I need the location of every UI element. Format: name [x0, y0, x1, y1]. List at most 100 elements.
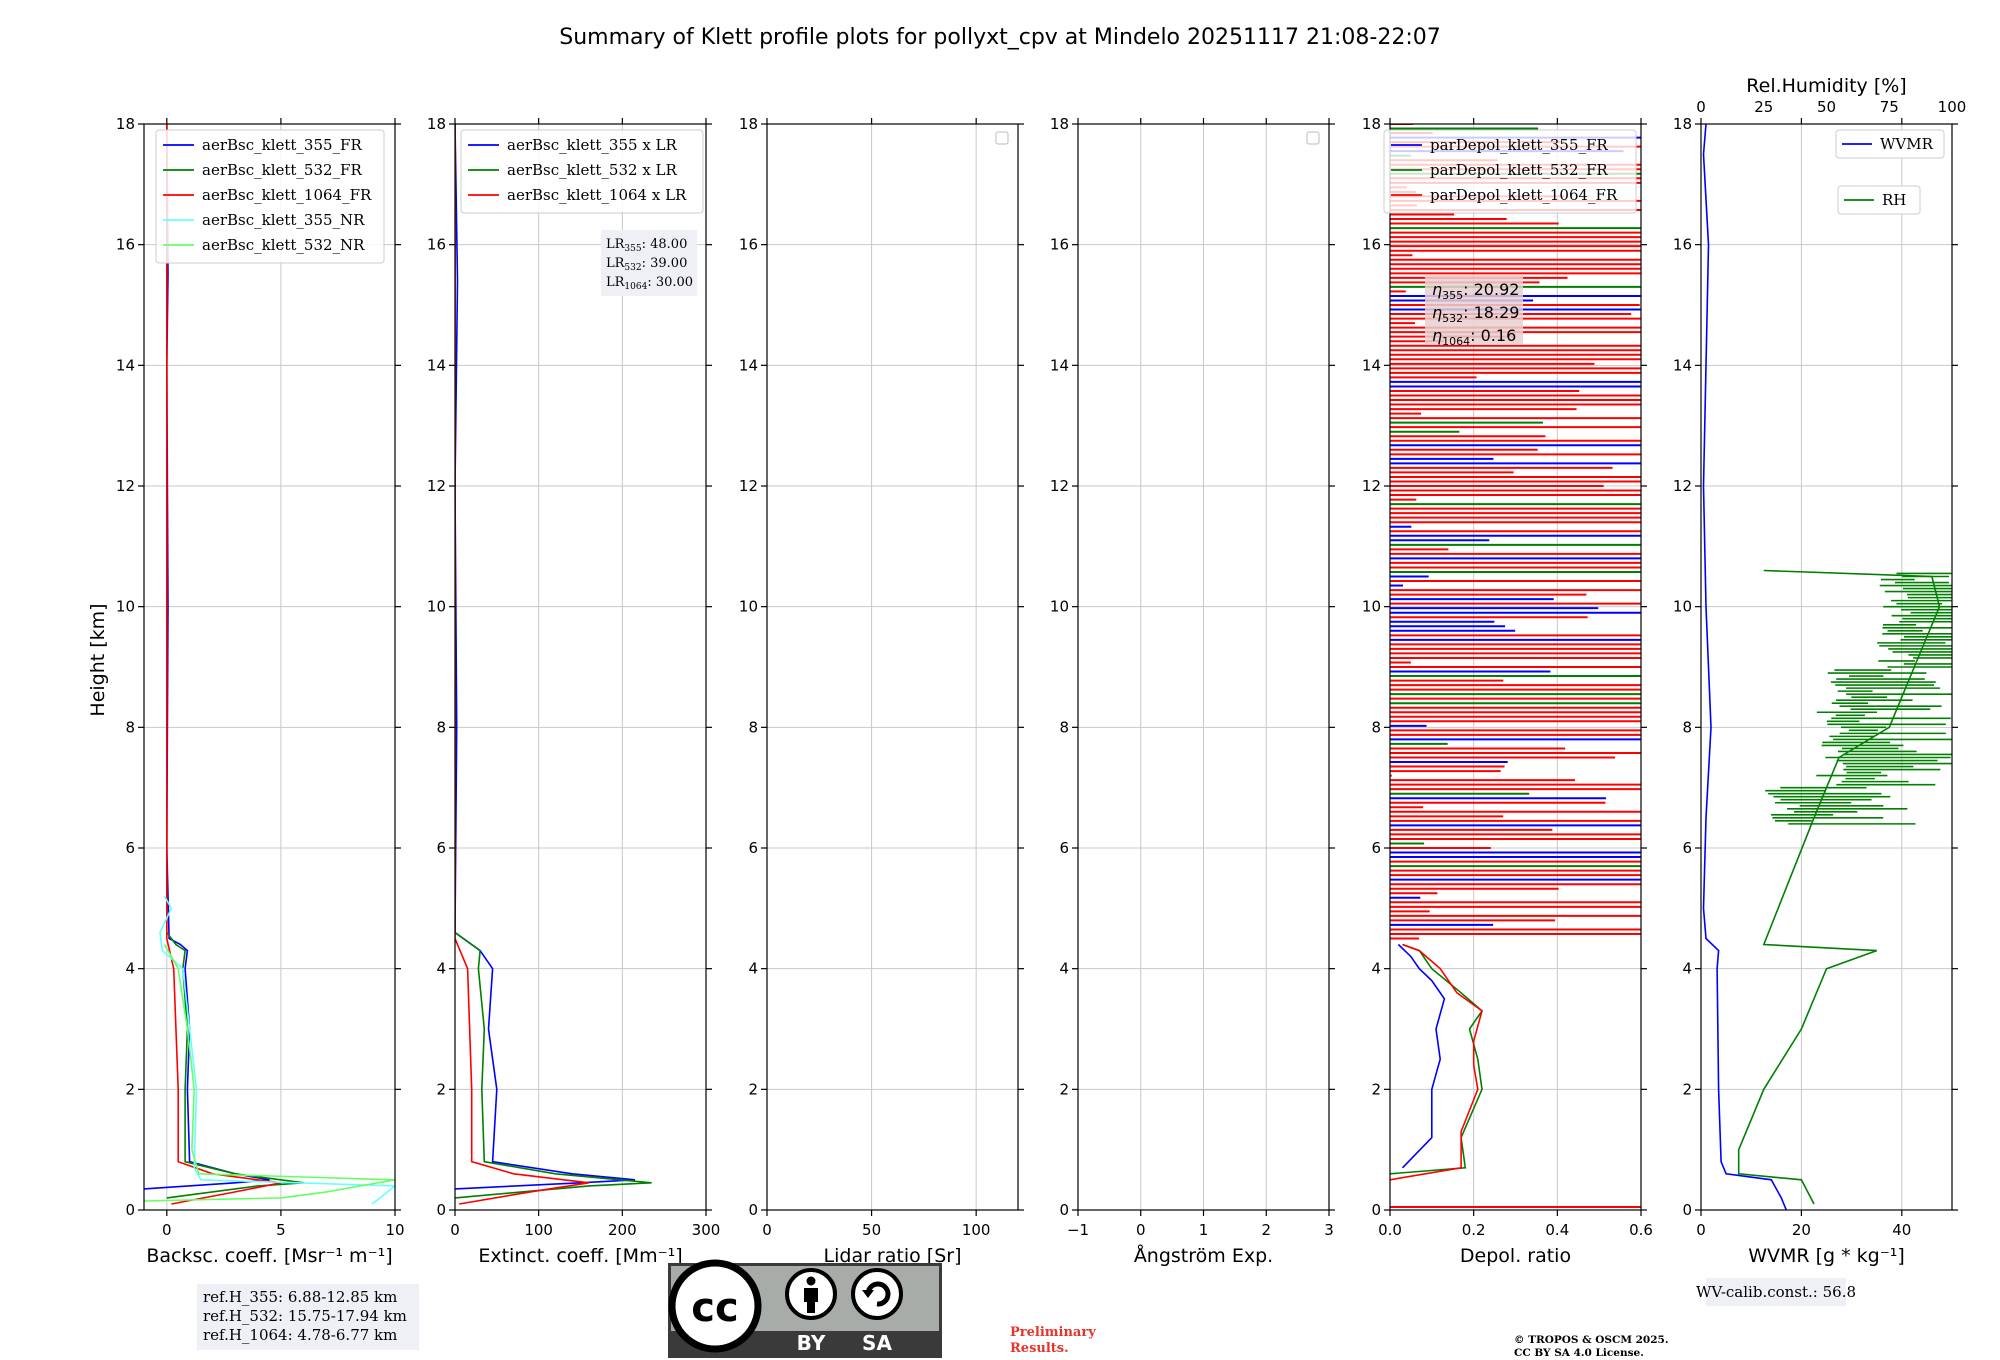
- top-tick-label: 0: [1696, 98, 1706, 116]
- x-axis-label: WVMR [g * kg⁻¹]: [1748, 1245, 1905, 1267]
- legend-label: aerBsc_klett_532 x LR: [507, 161, 678, 179]
- legend-label: RH: [1882, 191, 1906, 209]
- y-tick-label: 4: [748, 960, 758, 978]
- y-tick-label: 16: [116, 236, 135, 254]
- x-axis-label: Depol. ratio: [1460, 1245, 1571, 1267]
- ref-height-1064: ref.H_1064: 4.78-6.77 km: [203, 1326, 397, 1344]
- y-tick-label: 16: [427, 236, 446, 254]
- series-line-aerBsc_klett_532_NR: [144, 944, 395, 1202]
- y-tick-label: 4: [1682, 960, 1692, 978]
- empty-legend-box: [995, 131, 1009, 145]
- x-tick-label: 0.0: [1378, 1221, 1402, 1239]
- y-tick-label: 2: [436, 1080, 446, 1098]
- rh-noise-bars: [1765, 572, 1952, 825]
- series-line-WVMR: [1702, 124, 1788, 1210]
- y-tick-label: 8: [436, 718, 446, 736]
- y-tick-label: 6: [1059, 839, 1069, 857]
- panel-frame: [454, 123, 707, 1211]
- y-tick-label: 8: [748, 718, 758, 736]
- eta-value-532: η532: 18.29: [1432, 303, 1519, 325]
- x-tick-label: 50: [862, 1221, 881, 1239]
- legend-label: aerBsc_klett_532_FR: [202, 161, 362, 179]
- y-tick-label: 14: [116, 356, 135, 374]
- cc-license-badge[interactable]: cc BY SA: [668, 1259, 942, 1358]
- series-line-aerBsc_klett_1064_FR: [166, 124, 282, 1205]
- y-tick-label: 2: [748, 1080, 758, 1098]
- wv-calib-text: WV-calib.const.: 56.8: [1696, 1283, 1856, 1301]
- y-tick-label: 4: [1059, 960, 1069, 978]
- cc-by-text: BY: [797, 1331, 826, 1355]
- y-tick-label: 12: [116, 477, 135, 495]
- y-tick-label: 0: [748, 1201, 758, 1219]
- panel-frame: [143, 123, 396, 1211]
- legend-label: aerBsc_klett_1064 x LR: [507, 186, 687, 204]
- top-tick-label: 50: [1817, 98, 1836, 116]
- y-tick-label: 10: [116, 598, 135, 616]
- top-tick-label: 25: [1754, 98, 1773, 116]
- legend-label: aerBsc_klett_355_NR: [202, 211, 365, 229]
- preliminary-line-1: Preliminary: [1010, 1325, 1096, 1340]
- legend-box: [1383, 129, 1637, 214]
- x-axis-label: Lidar ratio [Sr]: [824, 1245, 962, 1267]
- y-tick-label: 16: [1050, 236, 1069, 254]
- y-tick-label: 6: [1682, 839, 1692, 857]
- x-axis-label: Backsc. coeff. [Msr⁻¹ m⁻¹]: [146, 1245, 392, 1267]
- chart-panel-5: 0 2 4 6 8 10 12 14 16 18 0.0 0.2 0.4 0.6 Depol. ratio p…: [1362, 115, 1653, 1267]
- legend-label: parDepol_klett_532_FR: [1430, 161, 1608, 179]
- ref-height-355: ref.H_355: 6.88-12.85 km: [203, 1288, 397, 1306]
- x-tick-label: 0.2: [1462, 1221, 1486, 1239]
- x-tick-label: 300: [692, 1221, 721, 1239]
- series-line-parDepol_klett_1064_FR: [1390, 943, 1483, 1181]
- y-tick-label: 14: [1050, 356, 1069, 374]
- ref-height-532: ref.H_532: 15.75-17.94 km: [203, 1307, 407, 1325]
- legend-box: [1835, 129, 1945, 159]
- eta-value-1064: η1064: 0.16: [1432, 326, 1516, 348]
- y-tick-label: 2: [1371, 1080, 1381, 1098]
- wv-calib-box: WV-calib.const.: 56.8: [1696, 1278, 1856, 1306]
- y-tick-label: 8: [125, 718, 135, 736]
- y-axis-label: Height [km]: [87, 603, 109, 716]
- ref-height-box: ref.H_355: 6.88-12.85 km ref.H_532: 15.7…: [197, 1284, 419, 1350]
- x-tick-label: 0: [162, 1221, 172, 1239]
- copyright-line-2: CC BY SA 4.0 License.: [1514, 1347, 1644, 1359]
- sa-share-alike-icon: [851, 1268, 903, 1320]
- x-tick-label: 100: [962, 1221, 991, 1239]
- by-person-icon: [785, 1268, 837, 1320]
- figure-title: Summary of Klett profile plots for polly…: [559, 25, 1440, 50]
- y-tick-label: 2: [1682, 1080, 1692, 1098]
- legend-label: WVMR: [1880, 135, 1934, 153]
- x-tick-label: 200: [608, 1221, 637, 1239]
- y-tick-label: 10: [1050, 598, 1069, 616]
- series-line-aerBsc_klett_1064 x LR: [455, 124, 590, 1205]
- legend-box: [155, 129, 385, 264]
- y-tick-label: 16: [739, 236, 758, 254]
- legend-box: [460, 129, 704, 214]
- y-tick-label: 6: [748, 839, 758, 857]
- legend-label: aerBsc_klett_1064_FR: [202, 186, 372, 204]
- y-tick-label: 6: [1371, 839, 1381, 857]
- y-tick-label: 18: [1362, 115, 1381, 133]
- copyright-line-1: © TROPOS & OSCM 2025.: [1514, 1334, 1669, 1346]
- legend-box: [1837, 185, 1921, 215]
- y-tick-label: 4: [125, 960, 135, 978]
- x-tick-label: 0.4: [1545, 1221, 1569, 1239]
- y-tick-label: 16: [1673, 236, 1692, 254]
- y-tick-label: 12: [739, 477, 758, 495]
- y-tick-label: 12: [1362, 477, 1381, 495]
- x-tick-label: 0: [450, 1221, 460, 1239]
- x-tick-label: 2: [1261, 1221, 1271, 1239]
- y-tick-label: 0: [125, 1201, 135, 1219]
- chart-panel-1: 0 2 4 6 8 10 12 14 16 18 0 5 10 Backsc. coeff. [Msr⁻¹…: [116, 115, 405, 1267]
- y-tick-label: 12: [1673, 477, 1692, 495]
- x-tick-label: 40: [1892, 1221, 1911, 1239]
- y-tick-label: 8: [1371, 718, 1381, 736]
- empty-legend-box: [1306, 131, 1320, 145]
- y-tick-label: 10: [427, 598, 446, 616]
- y-tick-label: 4: [1371, 960, 1381, 978]
- panel-frame: [1389, 123, 1642, 1211]
